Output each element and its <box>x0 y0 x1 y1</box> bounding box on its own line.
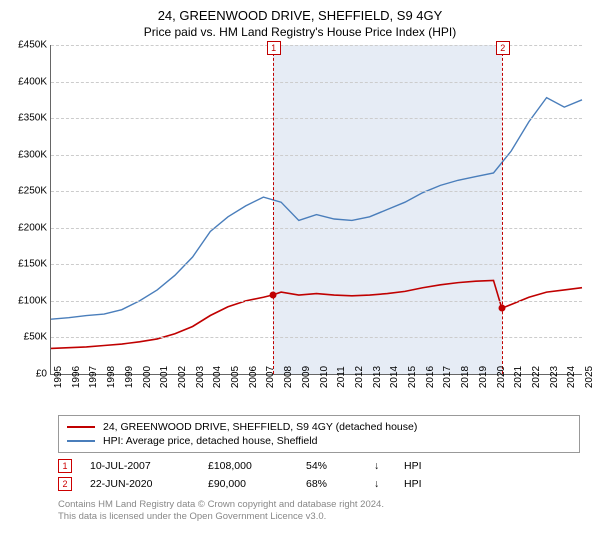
legend-swatch <box>67 426 95 428</box>
arrow-down-icon: ↓ <box>374 460 386 472</box>
x-axis-label: 2007 <box>265 366 276 388</box>
y-axis-label: £150K <box>18 259 51 270</box>
x-axis-label: 2015 <box>407 366 418 388</box>
sale-row: 2 22-JUN-2020 £90,000 68% ↓ HPI <box>58 475 580 493</box>
y-axis-label: £200K <box>18 222 51 233</box>
x-axis-label: 1997 <box>88 366 99 388</box>
x-axis-label: 1996 <box>71 366 82 388</box>
x-axis-label: 2018 <box>460 366 471 388</box>
y-axis-label: £400K <box>18 76 51 87</box>
x-axis-label: 2016 <box>425 366 436 388</box>
sale-date: 22-JUN-2020 <box>90 478 190 490</box>
y-axis-label: £350K <box>18 113 51 124</box>
chart-subtitle: Price paid vs. HM Land Registry's House … <box>10 25 590 39</box>
legend-item: HPI: Average price, detached house, Shef… <box>67 434 571 448</box>
chart-container: 24, GREENWOOD DRIVE, SHEFFIELD, S9 4GY P… <box>0 0 600 560</box>
y-axis-label: £450K <box>18 40 51 51</box>
y-axis-label: £300K <box>18 149 51 160</box>
x-axis-label: 2009 <box>301 366 312 388</box>
sale-price: £90,000 <box>208 478 288 490</box>
footer-line: This data is licensed under the Open Gov… <box>58 511 580 523</box>
x-axis-label: 2023 <box>549 366 560 388</box>
sale-row: 1 10-JUL-2007 £108,000 54% ↓ HPI <box>58 457 580 475</box>
legend-label: 24, GREENWOOD DRIVE, SHEFFIELD, S9 4GY (… <box>103 421 417 433</box>
marker-line: 1 <box>273 43 274 374</box>
sale-hpi-label: HPI <box>404 460 422 472</box>
x-axis-label: 1995 <box>53 366 64 388</box>
legend: 24, GREENWOOD DRIVE, SHEFFIELD, S9 4GY (… <box>58 415 580 453</box>
x-axis-label: 2004 <box>212 366 223 388</box>
sale-price: £108,000 <box>208 460 288 472</box>
marker-flag: 2 <box>496 41 510 55</box>
sale-date: 10-JUL-2007 <box>90 460 190 472</box>
x-axis-label: 2014 <box>389 366 400 388</box>
x-axis-label: 2006 <box>248 366 259 388</box>
y-axis-label: £100K <box>18 295 51 306</box>
legend-label: HPI: Average price, detached house, Shef… <box>103 435 317 447</box>
y-axis-label: £50K <box>24 332 51 343</box>
x-axis-label: 2000 <box>142 366 153 388</box>
plot-area: £0£50K£100K£150K£200K£250K£300K£350K£400… <box>50 45 582 375</box>
x-axis-label: 1998 <box>106 366 117 388</box>
x-axis-label: 2002 <box>177 366 188 388</box>
sale-pct: 68% <box>306 478 356 490</box>
x-axis-label: 2022 <box>531 366 542 388</box>
legend-item: 24, GREENWOOD DRIVE, SHEFFIELD, S9 4GY (… <box>67 420 571 434</box>
x-axis-label: 2020 <box>496 366 507 388</box>
marker-line: 2 <box>502 43 503 374</box>
x-axis-label: 2010 <box>319 366 330 388</box>
sale-flag: 1 <box>58 459 72 473</box>
x-axis-label: 2017 <box>442 366 453 388</box>
y-axis-label: £250K <box>18 186 51 197</box>
sales-table: 1 10-JUL-2007 £108,000 54% ↓ HPI 2 22-JU… <box>58 457 580 493</box>
title-block: 24, GREENWOOD DRIVE, SHEFFIELD, S9 4GY P… <box>10 8 590 39</box>
arrow-down-icon: ↓ <box>374 478 386 490</box>
legend-swatch <box>67 440 95 442</box>
x-axis-label: 2011 <box>336 366 347 388</box>
x-axis-label: 2024 <box>566 366 577 388</box>
footer-line: Contains HM Land Registry data © Crown c… <box>58 499 580 511</box>
x-axis-label: 2025 <box>584 366 595 388</box>
x-axis-label: 2013 <box>372 366 383 388</box>
x-axis-label: 2001 <box>159 366 170 388</box>
marker-flag: 1 <box>267 41 281 55</box>
sale-flag: 2 <box>58 477 72 491</box>
x-axis-label: 2005 <box>230 366 241 388</box>
sale-point <box>498 305 505 312</box>
x-axis-label: 2021 <box>513 366 524 388</box>
footer: Contains HM Land Registry data © Crown c… <box>58 499 580 524</box>
x-axis-label: 2008 <box>283 366 294 388</box>
x-axis-label: 2012 <box>354 366 365 388</box>
y-axis-label: £0 <box>36 369 51 380</box>
x-axis-label: 2003 <box>195 366 206 388</box>
x-axis-label: 1999 <box>124 366 135 388</box>
chart-title: 24, GREENWOOD DRIVE, SHEFFIELD, S9 4GY <box>10 8 590 23</box>
sale-hpi-label: HPI <box>404 478 422 490</box>
sale-pct: 54% <box>306 460 356 472</box>
x-axis-label: 2019 <box>478 366 489 388</box>
sale-point <box>269 292 276 299</box>
x-axis-labels: 1995199619971998199920002001200220032004… <box>50 375 582 409</box>
